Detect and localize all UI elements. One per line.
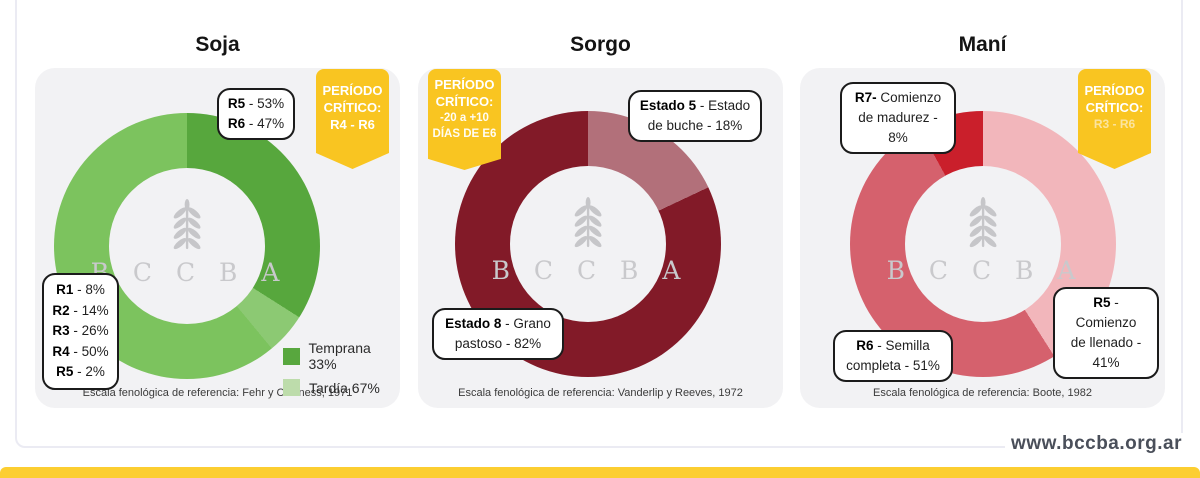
callout-line: R5 - 53% bbox=[227, 96, 285, 111]
badge-line: CRÍTICO: bbox=[323, 100, 382, 115]
legend-swatch-temprana bbox=[283, 347, 300, 365]
callout-line: completa - 51% bbox=[846, 358, 940, 373]
callout-line: R4 - 50% bbox=[52, 343, 109, 359]
badge-line: R4 - R6 bbox=[330, 117, 375, 132]
callout-line: R3 - 26% bbox=[52, 323, 109, 338]
bottom-yellow-ribbon bbox=[0, 467, 1200, 478]
badge-line: CRÍTICO: bbox=[1085, 100, 1144, 115]
donut-hole bbox=[109, 168, 265, 324]
callout-line: 41% bbox=[1092, 355, 1120, 370]
critical-period-badge-mani: PERÍODO CRÍTICO: R3 - R6 bbox=[1078, 69, 1151, 169]
callout-line: R1 - 8% bbox=[56, 282, 105, 297]
callout-line: de buche - 18% bbox=[647, 118, 743, 133]
callout-line: R7- Comienzo bbox=[854, 90, 942, 105]
callout-line: Estado 5 - Estado bbox=[639, 98, 751, 113]
critical-period-badge-soja: PERÍODO CRÍTICO: R4 - R6 bbox=[316, 69, 389, 169]
chart-title-sorgo: Sorgo bbox=[570, 33, 631, 56]
chart-title-soja: Soja bbox=[195, 33, 240, 56]
callout-soja-stages: R1 - 8% R2 - 14% R3 - 26% R4 - 50% R5 - … bbox=[42, 273, 119, 390]
legend-swatch-tardia bbox=[283, 379, 300, 396]
badge-line: PERÍODO bbox=[1084, 83, 1145, 98]
legend-item-tardia: Tardía 67% bbox=[283, 379, 400, 396]
chart-title-mani: Maní bbox=[958, 33, 1007, 56]
badge-line: PERÍODO bbox=[434, 77, 495, 92]
soja-legend: Temprana 33% Tardía 67% bbox=[283, 340, 400, 403]
callout-line: R6 - 47% bbox=[227, 116, 285, 131]
legend-label: Temprana 33% bbox=[308, 340, 371, 372]
donut-hole bbox=[905, 166, 1061, 322]
callout-line: pastoso - 82% bbox=[454, 336, 542, 351]
callout-mani-r6: R6 - Semilla completa - 51% bbox=[833, 330, 953, 382]
donut-hole bbox=[510, 166, 666, 322]
callout-mani-r5: R5 - Comienzo de llenado - 41% bbox=[1053, 287, 1159, 379]
callout-line: de madurez - 8% bbox=[858, 110, 938, 145]
badge-line: DÍAS DE E6 bbox=[432, 128, 497, 140]
callout-line: R5 - 2% bbox=[56, 364, 105, 379]
callout-soja-r5-r6: R5 - 53% R6 - 47% bbox=[217, 88, 295, 140]
badge-line: -20 a +10 bbox=[440, 112, 489, 124]
badge-line: R3 - R6 bbox=[1093, 117, 1136, 131]
website-url: www.bccba.org.ar bbox=[1005, 433, 1188, 455]
callout-line: R5 - Comienzo bbox=[1075, 295, 1137, 330]
badge-line: CRÍTICO: bbox=[435, 94, 494, 109]
callout-line: R6 - Semilla bbox=[856, 338, 930, 353]
mani-panel: B C C B A PERÍODO CRÍTICO: R3 - R6 R7- C… bbox=[800, 68, 1165, 408]
callout-line: de llenado - bbox=[1070, 335, 1142, 350]
reference-note-mani: Escala fenológica de referencia: Boote, … bbox=[873, 387, 1092, 399]
legend-item-temprana: Temprana 33% bbox=[283, 340, 400, 372]
badge-line: PERÍODO bbox=[322, 83, 383, 98]
legend-label: Tardía 67% bbox=[309, 379, 380, 396]
callout-line: Estado 8 - Grano bbox=[445, 316, 551, 331]
sorgo-panel: B C C B A PERÍODO CRÍTICO: -20 a +10 DÍA… bbox=[418, 68, 783, 408]
reference-note-sorgo: Escala fenológica de referencia: Vanderl… bbox=[458, 387, 743, 399]
soja-panel: B C C B A PERÍODO CRÍTICO: R4 - R6 R5 - … bbox=[35, 68, 400, 408]
critical-period-badge-sorgo: PERÍODO CRÍTICO: -20 a +10 DÍAS DE E6 bbox=[428, 69, 501, 170]
callout-sorgo-estado8: Estado 8 - Grano pastoso - 82% bbox=[432, 308, 564, 360]
callout-mani-r7: R7- Comienzo de madurez - 8% bbox=[840, 82, 956, 154]
callout-line: R2 - 14% bbox=[52, 302, 109, 318]
callout-sorgo-estado5: Estado 5 - Estado de buche - 18% bbox=[628, 90, 762, 142]
